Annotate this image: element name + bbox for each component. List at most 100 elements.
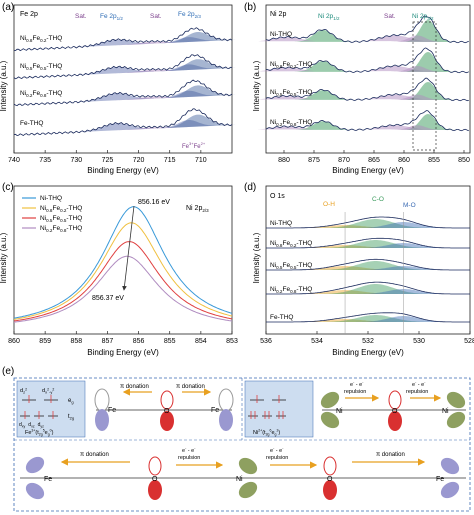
panel-c-shift-arrow [122, 205, 135, 291]
panel-a-frame [13, 4, 233, 154]
x-tick-label: 859 [39, 338, 51, 345]
x-tick-label: 865 [368, 157, 380, 164]
x-tick-label: 534 [311, 338, 323, 345]
fit-component [114, 96, 190, 101]
fit-component [314, 284, 437, 294]
panel-d-co: C-O [372, 196, 384, 203]
x-tick-label: 870 [338, 157, 350, 164]
panel-c-xlabel: Binding Energy (eV) [87, 348, 159, 357]
fit-component [398, 52, 457, 72]
fit-component [79, 93, 155, 102]
panel-a: (a) Intensity (a.u.) 740 735 730 725 720 715 7… [0, 2, 236, 175]
x-tick-label: 730 [70, 157, 82, 164]
fit-component [387, 94, 446, 100]
envelope-curve [265, 15, 469, 44]
o-lobe-ni-1 [388, 390, 402, 410]
fe-lobe-top-left-2 [95, 409, 109, 431]
panel-c-ticks: 860 859 858 857 856 855 854 853 [8, 331, 238, 345]
fe-atom-bottom-left: Fe [44, 476, 52, 483]
ni-ion-config: Ni2+(t2g6eg2) [253, 429, 280, 437]
x-tick-label: 720 [133, 157, 145, 164]
x-tick-label: 710 [195, 157, 207, 164]
repulsion-ni-2: e- - e- [412, 381, 426, 389]
pi-donation-top-1: π donation [120, 384, 149, 390]
panel-e: (e) dz2 dx2-y2 eg t2g dxy dxz dyz Fe3+(t2g… [2, 366, 471, 512]
panel-e-label: (e) [2, 366, 14, 377]
series-label: Ni0.2Fe0.8-THQ [270, 119, 312, 127]
envelope-curve [265, 77, 469, 102]
series-label: Ni0.5Fe0.5-THQ [20, 63, 62, 71]
series-label: Ni0.8Fe0.2-THQ [270, 61, 312, 69]
fit-component [160, 85, 236, 99]
envelope-curve [265, 110, 469, 132]
fe-lobe-bl-1 [25, 456, 45, 474]
repulsion-ni-1-word: repulsion [344, 389, 366, 395]
series-label: Fe-THQ [270, 314, 293, 321]
fit-component [293, 121, 352, 130]
ni-lobe-right-2 [446, 411, 466, 429]
x-tick-label: 530 [413, 338, 425, 345]
envelope-curve [266, 281, 470, 295]
x-tick-label: 532 [362, 338, 374, 345]
envelope-curve [13, 79, 233, 107]
fit-component [257, 37, 316, 42]
panel-b-series-labels: Ni-THQ Ni0.8Fe0.2-THQ Ni0.5Fe0.5-THQ Ni0.2F… [270, 31, 312, 127]
series-label: Ni0.2Fe0.8-THQ [40, 225, 82, 233]
pi-donation-bottom-2: π donation [376, 452, 405, 458]
panel-c-label: (c) [2, 182, 14, 193]
ni-atom-bottom: Ni [236, 476, 243, 483]
fit-component [257, 67, 316, 72]
fe-atom-bottom-right: Fe [436, 476, 444, 483]
fe-atom-top-right: Fe [211, 407, 219, 414]
panel-b-ylabel: Intensity (a.u.) [252, 60, 261, 111]
panel-b-highlight-box [412, 21, 437, 151]
panel-a-series-labels: Ni0.8Fe0.2-THQ Ni0.5Fe0.5-THQ Ni0.2Fe0.8-T… [20, 35, 62, 127]
o-atom-top: O [164, 408, 170, 415]
repulsion-ni-1: e- - e- [350, 381, 364, 389]
fit-component [151, 90, 226, 99]
x-tick-label: 857 [102, 338, 114, 345]
series-line [13, 255, 233, 323]
fit-component [114, 41, 190, 46]
panel-a-sat-1: Sat. [75, 13, 87, 20]
panel-b-ticks: 880 875 870 865 860 855 850 [278, 150, 470, 164]
fe-ion-config: Fe3+(t2g5eg0) [25, 429, 54, 437]
ni-atom-top-right: Ni [442, 408, 449, 415]
fe-lobe-top-left-1 [94, 388, 110, 412]
series-label: Ni-THQ [40, 195, 62, 202]
panel-d-curves [266, 212, 470, 334]
fit-component [151, 120, 226, 129]
series-line [13, 222, 233, 320]
panel-c-ylabel: Intensity (a.u.) [0, 232, 8, 283]
repulsion-bottom-1-word: repulsion [178, 455, 200, 461]
repulsion-bottom-1: e- - e- [182, 447, 196, 455]
envelope-curve [13, 108, 233, 137]
fit-component [387, 125, 446, 130]
o-lobe-br-2 [323, 480, 337, 500]
series-label: Ni0.5Fe0.5-THQ [40, 215, 82, 223]
fit-component [387, 66, 446, 72]
fe-lobe-br-1 [440, 457, 460, 475]
fit-component [398, 114, 457, 130]
panel-c-frame [13, 185, 233, 335]
envelope-curve [266, 312, 470, 323]
panel-b-curves [257, 15, 470, 132]
fe-config-box: dz2 dx2-y2 eg t2g dxy dxz dyz Fe3+(t2g5eg0… [16, 380, 86, 438]
panel-b-xlabel: Binding Energy (eV) [332, 166, 404, 175]
fit-component [293, 61, 352, 72]
fit-component [160, 59, 236, 72]
repulsion-ni-2-word: repulsion [406, 389, 428, 395]
envelope-curve [265, 47, 470, 74]
panel-d-xlabel: Binding Energy (eV) [332, 348, 404, 357]
x-tick-label: 855 [428, 157, 440, 164]
panel-d-label: (d) [244, 182, 256, 193]
x-tick-label: 860 [8, 338, 20, 345]
fe-lobe-br-2 [440, 481, 460, 499]
x-tick-label: 860 [398, 157, 410, 164]
fe-dx2y2-label: dx2-y2 [42, 388, 54, 395]
pi-donation-bottom-1: π donation [80, 452, 109, 458]
fe-atom-top-left: Fe [108, 407, 116, 414]
series-label: Ni-THQ [270, 31, 292, 38]
x-tick-label: 853 [226, 338, 238, 345]
panel-a-inset-label: Fe 2p [20, 11, 38, 18]
